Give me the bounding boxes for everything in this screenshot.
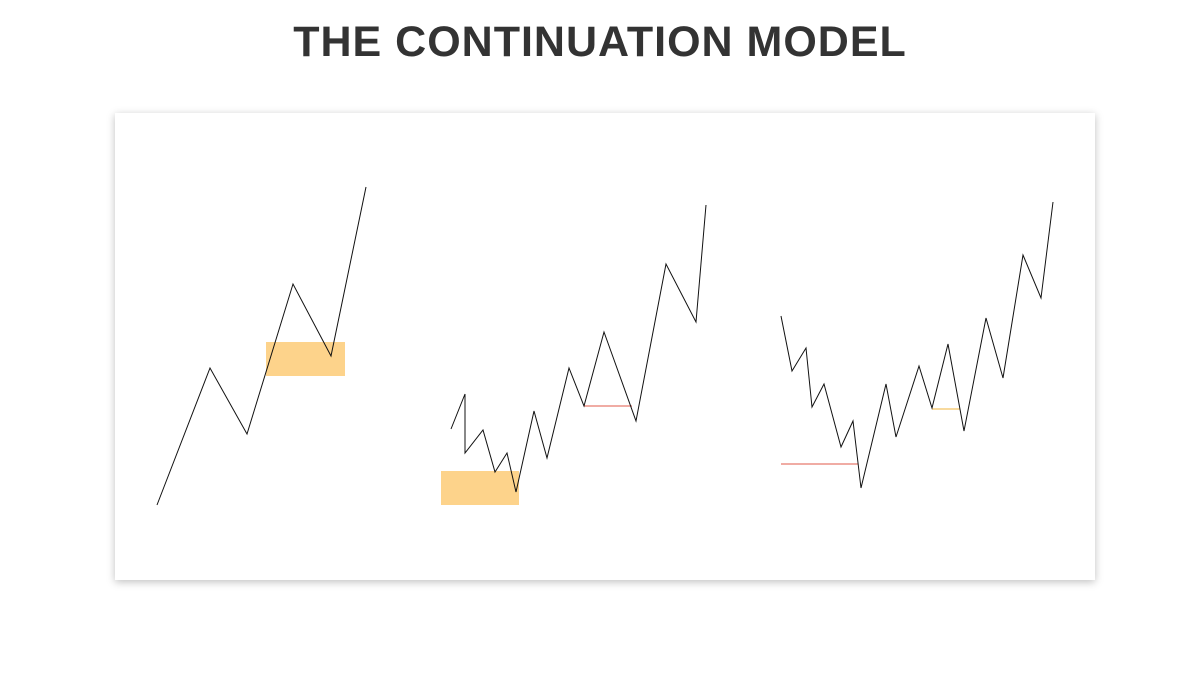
price-path [780,201,1054,489]
price-path [450,204,707,493]
price-path [156,186,367,506]
page-title: THE CONTINUATION MODEL [293,18,907,66]
zone-box [441,471,519,505]
zone-box [266,342,345,376]
